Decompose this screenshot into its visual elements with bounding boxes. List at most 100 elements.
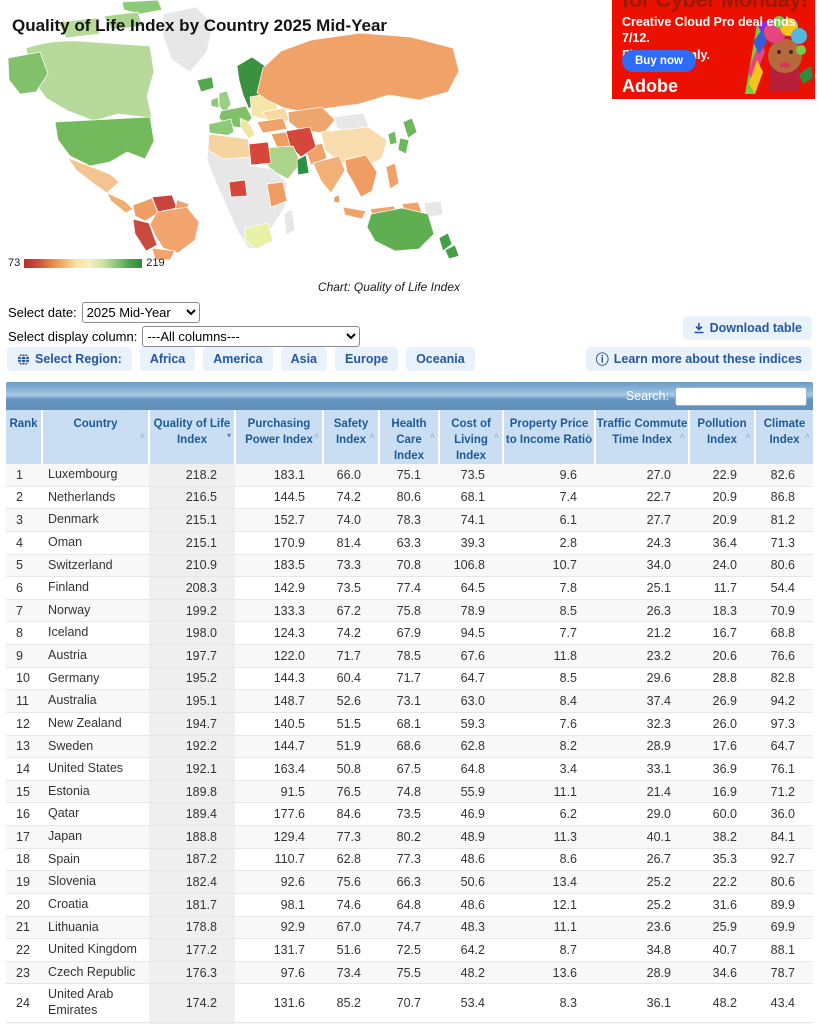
col-header-country[interactable]: Country ˄ xyxy=(41,410,149,464)
value-cell: 3.5 xyxy=(503,1022,595,1024)
sort-caret-icon: ˄ xyxy=(369,431,375,441)
table-row: 25Saudi Arabia173.7155.076.361.941.53.53… xyxy=(6,1022,813,1024)
table-row: 14 United States 192.1 163.4 50.8 67.5 64.8 3.4… xyxy=(6,757,813,781)
col-header-health-care[interactable]: Health Care Index ˄ xyxy=(378,410,439,464)
col-header-climate[interactable]: Climate Index ˄ xyxy=(754,410,813,464)
value-cell: 7.8 xyxy=(503,576,595,600)
value-cell: 61.9 xyxy=(379,1022,439,1024)
country-cell: Croatia xyxy=(42,893,149,917)
info-icon: ⓘ xyxy=(595,351,609,367)
country-cell: Sweden xyxy=(42,735,149,759)
rank-cell: 2 xyxy=(6,486,42,510)
col-header-purchasing-power[interactable]: Purchasing Power Index ˄ xyxy=(234,410,323,464)
value-cell: 50.6 xyxy=(439,870,503,894)
col-header-quality-of-life[interactable]: Quality of Life Index ▾ xyxy=(148,410,235,464)
rank-cell: 23 xyxy=(6,961,42,985)
value-cell: 38.2 xyxy=(689,825,755,849)
table-row: 11 Australia 195.1 148.7 52.6 73.1 63.0 8.4 37.4… xyxy=(6,689,813,713)
value-cell: 25.1 xyxy=(595,576,689,600)
value-cell: 129.4 xyxy=(235,825,323,849)
value-cell: 2.8 xyxy=(503,531,595,555)
value-cell: 70.7 xyxy=(379,983,439,1023)
value-cell: 144.5 xyxy=(235,486,323,510)
value-cell: 152.7 xyxy=(235,508,323,532)
rank-cell: 24 xyxy=(6,983,42,1023)
value-cell: 48.2 xyxy=(439,961,503,985)
value-cell: 3.4 xyxy=(503,757,595,781)
table-row: 17 Japan 188.8 129.4 77.3 80.2 48.9 11.3 40.1 38.… xyxy=(6,825,813,849)
rank-cell: 20 xyxy=(6,893,42,917)
sort-caret-icon: ˄ xyxy=(585,431,591,441)
value-cell: 140.5 xyxy=(235,712,323,736)
value-cell: 70.9 xyxy=(755,599,813,623)
value-cell: 106.8 xyxy=(439,554,503,578)
value-cell: 28.8 xyxy=(689,667,755,691)
value-cell: 26.9 xyxy=(689,689,755,713)
world-choropleth-map xyxy=(7,0,460,260)
value-cell: 64.7 xyxy=(439,667,503,691)
value-cell: 97.3 xyxy=(755,712,813,736)
value-cell: 11.1 xyxy=(503,916,595,940)
value-cell: 67.9 xyxy=(379,621,439,645)
select-column-label: Select display column: xyxy=(8,329,138,344)
map-caption: Chart: Quality of Life Index xyxy=(317,280,460,294)
display-column-select[interactable]: ---All columns--- xyxy=(142,326,361,347)
value-cell: 26.7 xyxy=(595,848,689,872)
country-cell: Spain xyxy=(42,848,149,872)
header-row: Rank Country ˄ Quality of Life Index ▾ Pur… xyxy=(6,410,813,464)
value-cell: 59.3 xyxy=(439,712,503,736)
region-button-asia[interactable]: Asia xyxy=(280,347,328,371)
region-button-america[interactable]: America xyxy=(203,347,273,371)
region-button-oceania[interactable]: Oceania xyxy=(406,347,475,371)
rank-cell: 8 xyxy=(6,621,42,645)
value-cell: 34.6 xyxy=(689,961,755,985)
col-header-safety[interactable]: Safety Index ˄ xyxy=(322,410,379,464)
value-cell: 78.7 xyxy=(755,961,813,985)
value-cell: 73.1 xyxy=(379,689,439,713)
value-cell: 85.2 xyxy=(323,983,379,1023)
value-cell: 77.3 xyxy=(379,848,439,872)
value-cell: 11.8 xyxy=(503,644,595,668)
region-button-europe[interactable]: Europe xyxy=(335,347,399,371)
country-cell: New Zealand xyxy=(42,712,149,736)
region-button-africa[interactable]: Africa xyxy=(139,347,196,371)
rank-cell: 14 xyxy=(6,757,42,781)
buy-now-button[interactable]: Buy now xyxy=(622,50,696,72)
value-cell: 60.0 xyxy=(689,802,755,826)
value-cell: 48.9 xyxy=(439,825,503,849)
value-cell: 97.6 xyxy=(235,961,323,985)
value-cell: 8.5 xyxy=(503,667,595,691)
rank-cell: 22 xyxy=(6,938,42,962)
value-cell: 142.9 xyxy=(235,576,323,600)
date-select[interactable]: 2025 Mid-Year xyxy=(81,302,200,323)
country-cell: Denmark xyxy=(42,508,149,532)
col-header-cost-of-living[interactable]: Cost of Living Index ˄ xyxy=(438,410,503,464)
table-row: 22 United Kingdom 177.2 131.7 51.6 72.5 64.2 8.… xyxy=(6,938,813,962)
rank-cell: 9 xyxy=(6,644,42,668)
col-header-property-price[interactable]: Property Price to Income Ratio ˄ xyxy=(502,410,595,464)
country-cell: Czech Republic xyxy=(42,961,149,985)
value-cell: 155.0 xyxy=(235,1022,323,1024)
value-cell: 64.7 xyxy=(755,735,813,759)
value-cell: 78.3 xyxy=(379,508,439,532)
value-cell: 73.4 xyxy=(323,961,379,985)
col-header-rank[interactable]: Rank xyxy=(6,410,42,464)
sort-caret-icon: ˄ xyxy=(493,431,499,441)
select-region-button[interactable]: Select Region: xyxy=(7,347,132,371)
value-cell: 216.5 xyxy=(149,486,235,510)
value-cell: 199.2 xyxy=(149,599,235,623)
value-cell: 16.7 xyxy=(689,621,755,645)
col-header-traffic-commute[interactable]: Traffic Commute Time Index ˄ xyxy=(594,410,689,464)
adobe-ad-banner[interactable]: for Cyber Monday! Creative Cloud Pro dea… xyxy=(612,0,815,99)
learn-more-button[interactable]: ⓘ Learn more about these indices xyxy=(585,347,812,371)
value-cell: 68.1 xyxy=(439,486,503,510)
value-cell: 34.0 xyxy=(595,554,689,578)
value-cell: 51.6 xyxy=(323,938,379,962)
col-header-pollution[interactable]: Pollution Index ˄ xyxy=(688,410,755,464)
download-table-button[interactable]: Download table xyxy=(682,316,812,340)
search-input[interactable] xyxy=(675,386,807,406)
value-cell: 91.5 xyxy=(235,780,323,804)
value-cell: 82.6 xyxy=(755,464,813,487)
value-cell: 148.7 xyxy=(235,689,323,713)
value-cell: 208.3 xyxy=(149,576,235,600)
